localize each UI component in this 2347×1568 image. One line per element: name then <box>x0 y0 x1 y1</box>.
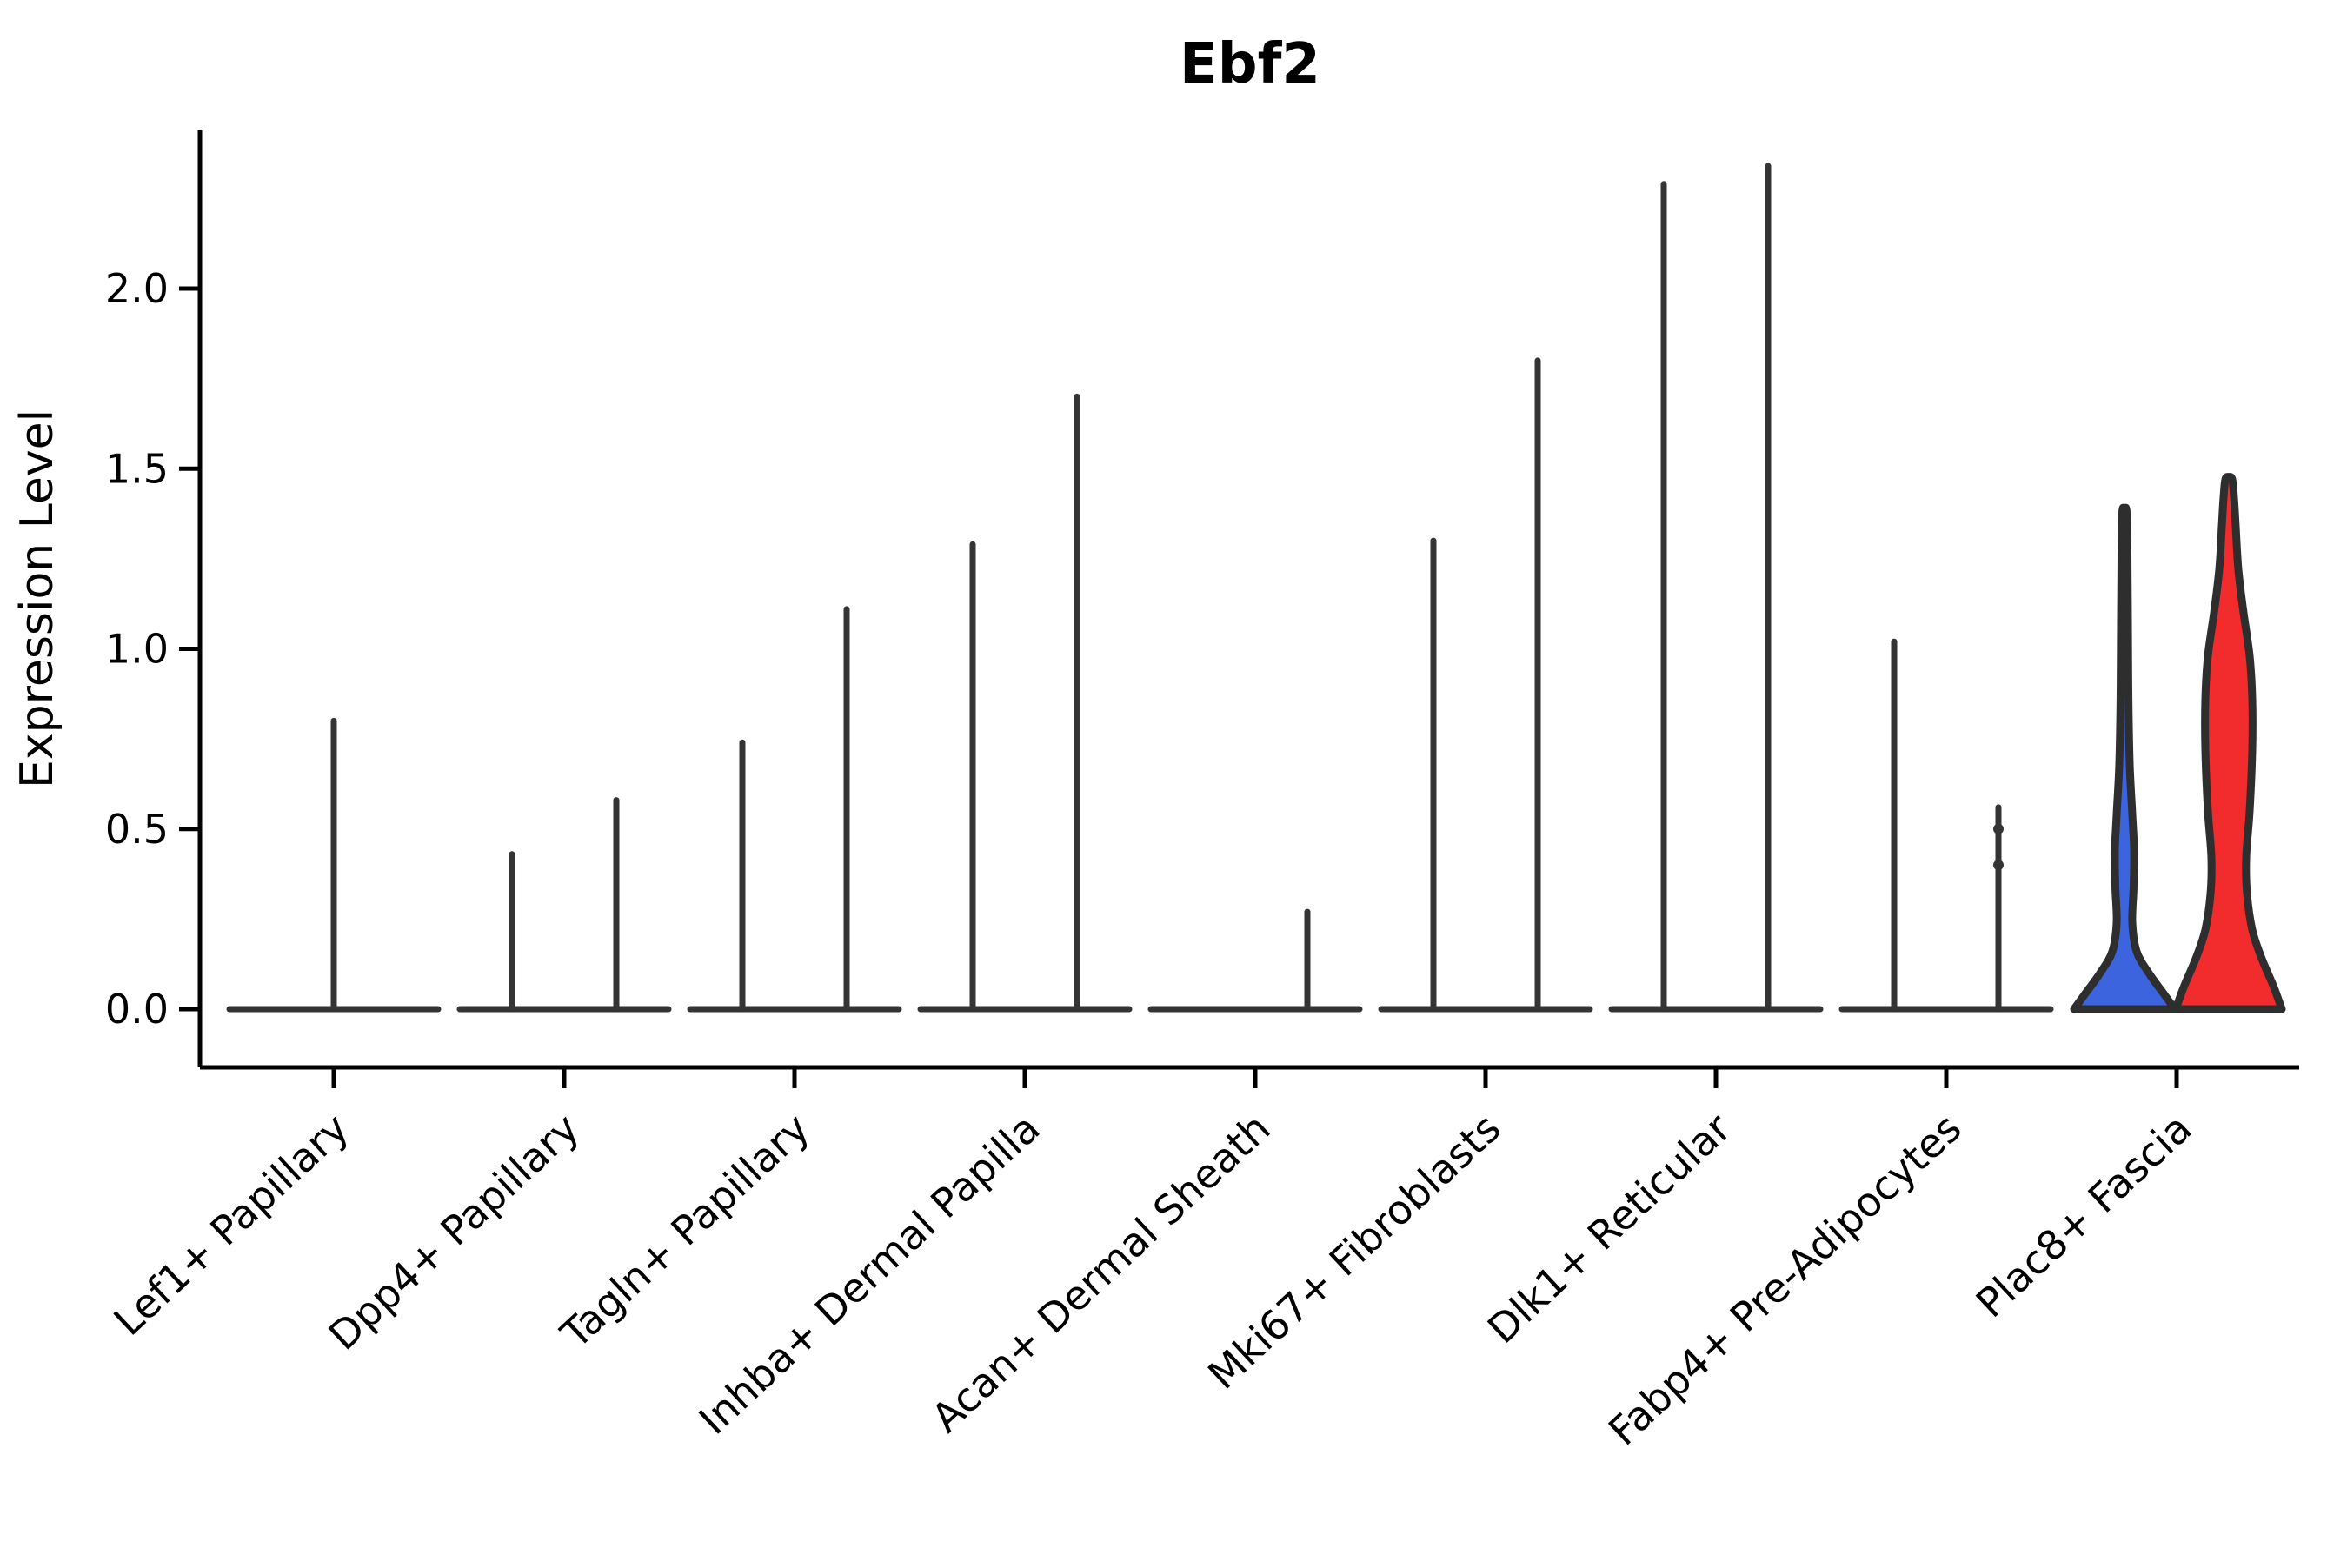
violin-group-1 <box>226 717 442 1013</box>
violin-group-9 <box>2070 473 2286 1013</box>
violin-group-3 <box>687 606 902 1013</box>
plot-title: Ebf2 <box>1180 32 1320 96</box>
y-tick-label: 1.5 <box>105 445 169 492</box>
expression-point <box>1993 823 2004 834</box>
x-tick-label: Lef1+ Papillary <box>105 1105 358 1345</box>
expression-point <box>1993 860 2004 871</box>
violin-group-6 <box>1378 357 1593 1013</box>
x-tick-label: Tagln+ Papillary <box>551 1105 818 1359</box>
violins-layer <box>226 163 2286 1013</box>
violin-group-2 <box>456 797 672 1013</box>
y-tick-label: 0.5 <box>105 806 169 853</box>
violin-group-5 <box>1147 908 1363 1013</box>
violin-group-4 <box>917 393 1133 1013</box>
x-tick-label: Plac8+ Fascia <box>1967 1105 2201 1327</box>
y-axis-label: Expression Level <box>11 409 63 788</box>
violin-right-filled <box>2171 473 2286 1013</box>
x-tick-label: Dlk1+ Reticular <box>1479 1105 1740 1352</box>
y-tick-label: 1.0 <box>105 626 169 673</box>
y-tick-label: 2.0 <box>105 265 169 312</box>
violin-left-filled <box>2070 503 2179 1013</box>
violin-group-7 <box>1608 163 1824 1013</box>
violin-group-8 <box>1838 638 2054 1013</box>
x-tick-label: Dpp4+ Papillary <box>320 1105 588 1359</box>
y-tick-label: 0.0 <box>105 986 169 1033</box>
